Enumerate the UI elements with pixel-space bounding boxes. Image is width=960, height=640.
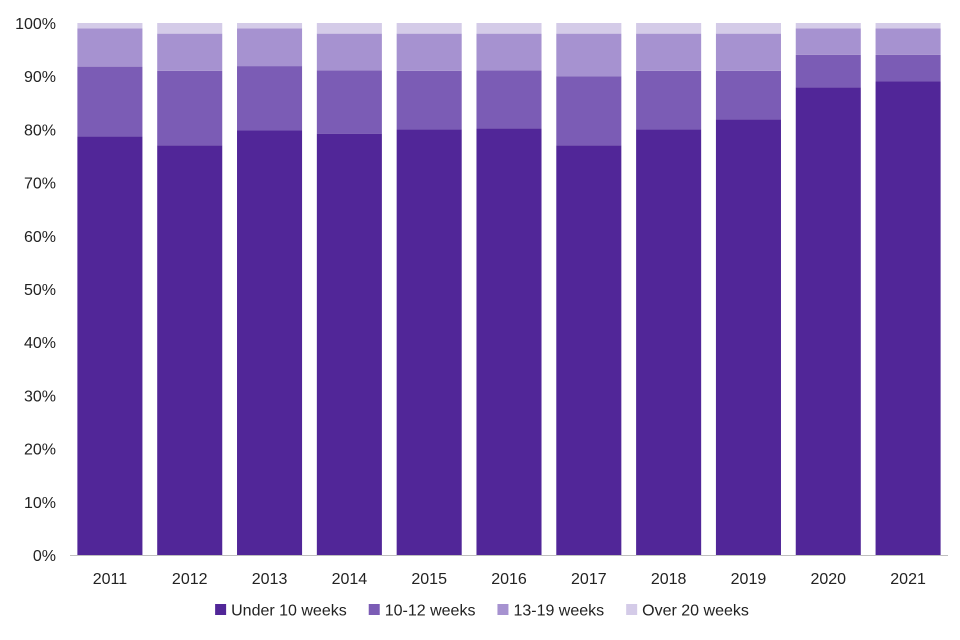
legend: Under 10 weeks 10-12 weeks 13-19 weeks Over…	[215, 603, 749, 620]
legend-label: 13-19 weeks	[513, 603, 604, 620]
bar-segment-over-20-weeks	[795, 23, 861, 29]
bar-segment-13-19-weeks	[77, 28, 143, 67]
legend-label: 10-12 weeks	[385, 603, 476, 620]
bar-segment-10-12-weeks	[476, 70, 542, 129]
bar-segment-10-12-weeks	[636, 70, 702, 130]
bar-segment-under-10-weeks	[556, 145, 622, 556]
y-tick-label: 90%	[24, 69, 56, 86]
bar-stack-2016	[476, 23, 542, 555]
y-tick-label: 10%	[24, 495, 56, 512]
bar-segment-under-10-weeks	[636, 129, 702, 555]
bar-segment-over-20-weeks	[316, 23, 382, 34]
bar-stacks	[77, 23, 941, 556]
bar-segment-over-20-weeks	[636, 23, 702, 34]
x-tick-label: 2020	[810, 571, 846, 588]
bar-segment-under-10-weeks	[396, 129, 462, 555]
legend-item-10-12-weeks: 10-12 weeks	[368, 603, 476, 620]
legend-label: Under 10 weeks	[231, 603, 347, 620]
bar-segment-under-10-weeks	[316, 133, 382, 555]
bar-segment-over-20-weeks	[77, 23, 143, 29]
bar-segment-under-10-weeks	[77, 136, 143, 555]
x-tick-label: 2011	[93, 571, 128, 588]
y-tick-label: 80%	[24, 122, 56, 139]
bar-segment-over-20-weeks	[157, 23, 223, 34]
bar-segment-under-10-weeks	[476, 128, 542, 555]
bar-stack-2017	[556, 23, 622, 556]
bar-segment-10-12-weeks	[875, 54, 941, 82]
legend-label: Over 20 weeks	[642, 603, 749, 620]
bar-segment-13-19-weeks	[636, 33, 702, 71]
bar-segment-10-12-weeks	[795, 54, 861, 88]
bar-stack-2020	[795, 23, 861, 556]
y-tick-label: 40%	[24, 335, 56, 352]
bar-segment-13-19-weeks	[556, 33, 622, 77]
bar-segment-over-20-weeks	[715, 23, 781, 34]
bar-segment-over-20-weeks	[237, 23, 303, 29]
bar-stack-2011	[77, 23, 143, 555]
bar-segment-10-12-weeks	[157, 70, 223, 146]
x-tick-label: 2019	[731, 571, 767, 588]
legend-item-under-10-weeks: Under 10 weeks	[215, 603, 347, 620]
bar-segment-under-10-weeks	[157, 145, 223, 556]
bar-stack-2012	[157, 23, 223, 556]
legend-item-over-20-weeks: Over 20 weeks	[626, 603, 749, 620]
x-tick-label: 2017	[571, 571, 607, 588]
bar-segment-10-12-weeks	[316, 70, 382, 134]
bar-segment-13-19-weeks	[316, 33, 382, 71]
y-tick-label: 20%	[24, 442, 56, 459]
bar-segment-under-10-weeks	[715, 119, 781, 555]
y-tick-label: 0%	[33, 548, 56, 565]
bar-stack-2014	[316, 23, 382, 555]
bar-stack-2019	[715, 23, 781, 555]
bar-stack-2015	[396, 23, 462, 555]
bar-segment-13-19-weeks	[396, 33, 462, 71]
bar-segment-13-19-weeks	[237, 28, 303, 67]
bar-segment-13-19-weeks	[795, 28, 861, 55]
x-tick-label: 2013	[252, 571, 288, 588]
legend-item-13-19-weeks: 13-19 weeks	[497, 603, 604, 620]
y-tick-label: 70%	[24, 176, 56, 193]
bar-segment-10-12-weeks	[77, 66, 143, 137]
bar-segment-10-12-weeks	[237, 66, 303, 131]
bar-segment-over-20-weeks	[556, 23, 622, 34]
x-tick-label: 2018	[651, 571, 687, 588]
x-tick-label: 2021	[890, 571, 926, 588]
bar-segment-13-19-weeks	[476, 33, 542, 71]
bar-stack-2013	[237, 23, 303, 555]
legend-swatch	[497, 604, 509, 615]
legend-swatch	[215, 604, 227, 615]
x-tick-label: 2014	[332, 571, 368, 588]
y-tick-label: 60%	[24, 229, 56, 246]
bar-segment-13-19-weeks	[875, 28, 941, 55]
bar-stack-2018	[636, 23, 702, 555]
bar-segment-10-12-weeks	[715, 70, 781, 120]
y-tick-label: 50%	[24, 282, 56, 299]
bar-segment-under-10-weeks	[875, 81, 941, 556]
y-tick-label: 100%	[15, 16, 56, 33]
legend-swatch	[368, 604, 380, 615]
bar-segment-under-10-weeks	[237, 130, 303, 555]
legend-swatch	[626, 604, 638, 615]
bar-segment-over-20-weeks	[476, 23, 542, 34]
bar-segment-10-12-weeks	[396, 70, 462, 130]
bar-segment-13-19-weeks	[715, 33, 781, 71]
bar-segment-13-19-weeks	[157, 33, 223, 71]
bar-segment-over-20-weeks	[396, 23, 462, 34]
bar-segment-over-20-weeks	[875, 23, 941, 29]
x-tick-label: 2016	[491, 571, 527, 588]
y-axis-tick-labels: 0% 10% 20% 30% 40% 50% 60% 70% 80% 90% 100%	[15, 16, 56, 565]
x-tick-label: 2015	[411, 571, 447, 588]
bar-segment-under-10-weeks	[795, 87, 861, 556]
x-axis-tick-labels: 2011 2012 2013 2014 2015 2016 2017 2018 2019 2020…	[93, 571, 926, 588]
y-tick-label: 30%	[24, 388, 56, 405]
x-tick-label: 2012	[172, 571, 208, 588]
bar-segment-10-12-weeks	[556, 76, 622, 146]
bar-stack-2021	[875, 23, 941, 556]
